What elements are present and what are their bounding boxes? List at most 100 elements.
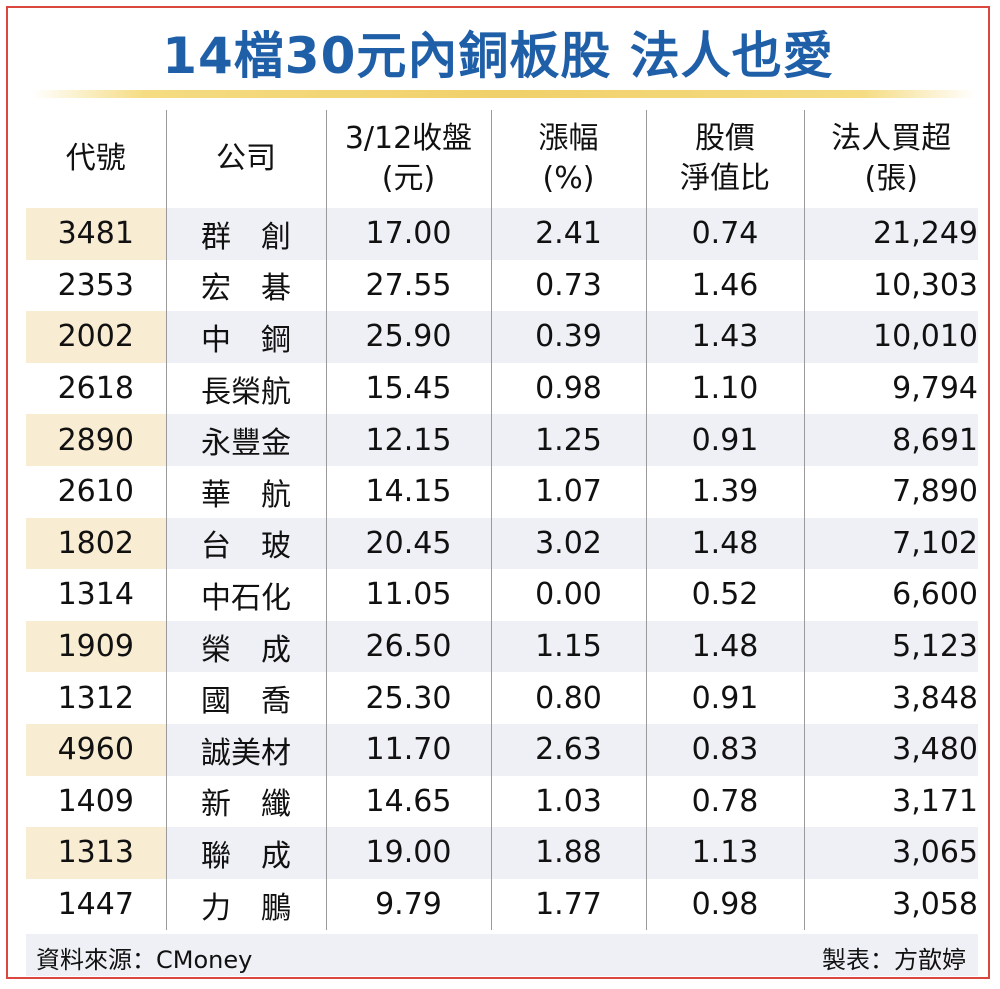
header-code: 代號	[65, 141, 126, 176]
cell-company: 中 鋼	[165, 311, 326, 363]
header-pb-ratio: 股價 淨值比	[645, 110, 804, 208]
cell-institutional-buy: 6,600	[803, 569, 978, 621]
table-row: 2618 長榮航 15.45 0.98 1.10 9,794	[26, 362, 978, 415]
cell-pb-ratio: 0.74	[645, 208, 804, 260]
table-header: 代號 公司 3/12收盤 (元) 漲幅 (%) 股價 淨值比 法人買超 (張)	[26, 110, 978, 208]
table-row: 1409 新 纖 14.65 1.03 0.78 3,171	[26, 775, 978, 828]
cell-close: 14.15	[325, 465, 491, 518]
cell-pb-ratio: 1.48	[645, 517, 804, 570]
cell-change: 0.73	[490, 259, 646, 312]
cell-pb-ratio: 0.52	[645, 569, 804, 621]
table-row: 2890 永豐金 12.15 1.25 0.91 8,691	[26, 414, 978, 466]
cell-change: 1.25	[490, 414, 646, 466]
header-institutional-buy: 法人買超 (張)	[803, 110, 978, 208]
table-row: 1447 力 鵬 9.79 1.77 0.98 3,058	[26, 878, 978, 931]
cell-code: 1802	[26, 517, 166, 570]
cell-code: 1313	[26, 827, 166, 879]
cell-institutional-buy: 3,480	[803, 723, 978, 776]
cell-change: 1.15	[490, 620, 646, 673]
cell-pb-ratio: 1.10	[645, 362, 804, 415]
cell-institutional-buy: 7,102	[803, 517, 978, 570]
cell-change: 2.63	[490, 723, 646, 776]
cell-code: 1409	[57, 783, 134, 819]
footer-bar: 資料來源：CMoney 製表：方歆婷	[26, 934, 978, 976]
cell-close: 17.00	[325, 208, 491, 260]
cell-close: 25.90	[325, 311, 491, 363]
cell-change: 2.41	[490, 208, 646, 260]
table-row: 1909 榮 成 26.50 1.15 1.48 5,123	[26, 620, 978, 673]
cell-company: 國 喬	[165, 672, 326, 724]
table-row: 1313 聯 成 19.00 1.88 1.13 3,065	[26, 827, 978, 879]
cell-close: 26.50	[325, 620, 491, 673]
cell-close: 25.30	[325, 672, 491, 724]
cell-institutional-buy: 21,249	[803, 208, 978, 260]
header-row: 代號 公司 3/12收盤 (元) 漲幅 (%) 股價 淨值比 法人買超 (張)	[26, 110, 978, 208]
stock-table: 代號 公司 3/12收盤 (元) 漲幅 (%) 股價 淨值比 法人買超 (張) 3481…	[26, 110, 978, 931]
cell-code: 2890	[26, 414, 166, 466]
cell-company: 力 鵬	[165, 878, 326, 931]
cell-code: 1447	[57, 887, 134, 923]
cell-change: 1.03	[490, 775, 646, 828]
source-note: 資料來源：CMoney	[36, 946, 253, 974]
cell-institutional-buy: 5,123	[803, 620, 978, 673]
table-row: 1314 中石化 11.05 0.00 0.52 6,600	[26, 569, 978, 621]
cell-close: 9.79	[325, 878, 491, 931]
cell-company: 新 纖	[165, 775, 326, 828]
cell-institutional-buy: 3,058	[803, 878, 978, 931]
cell-pb-ratio: 1.39	[645, 465, 804, 518]
cell-pb-ratio: 0.83	[645, 723, 804, 776]
cell-company: 永豐金	[165, 414, 326, 466]
cell-institutional-buy: 9,794	[803, 362, 978, 415]
cell-company: 誠美材	[165, 723, 326, 776]
table-row: 1802 台 玻 20.45 3.02 1.48 7,102	[26, 517, 978, 570]
cell-change: 1.07	[490, 465, 646, 518]
cell-change: 0.98	[490, 362, 646, 415]
cell-institutional-buy: 3,065	[803, 827, 978, 879]
cell-company: 長榮航	[165, 362, 326, 415]
cell-close: 12.15	[325, 414, 491, 466]
cell-company: 榮 成	[165, 620, 326, 673]
cell-institutional-buy: 3,171	[803, 775, 978, 828]
cell-pb-ratio: 0.98	[645, 878, 804, 931]
cell-company: 宏 碁	[165, 259, 326, 312]
cell-pb-ratio: 1.46	[645, 259, 804, 312]
cell-change: 3.02	[490, 517, 646, 570]
cell-change: 1.77	[490, 878, 646, 931]
cell-institutional-buy: 8,691	[803, 414, 978, 466]
cell-change: 1.88	[490, 827, 646, 879]
cell-company: 聯 成	[165, 827, 326, 879]
header-close: 3/12收盤 (元)	[325, 110, 491, 208]
cell-code: 2610	[57, 474, 134, 510]
cell-code: 1312	[57, 680, 134, 716]
cell-code: 2618	[57, 371, 134, 407]
header-change: 漲幅 (%)	[490, 110, 646, 208]
cell-pb-ratio: 0.78	[645, 775, 804, 828]
infographic-frame: 14檔30元內銅板股 法人也愛 代號 公司 3/12收盤 (元) 漲幅 (%) 股價…	[6, 6, 990, 979]
cell-pb-ratio: 1.13	[645, 827, 804, 879]
cell-pb-ratio: 0.91	[645, 672, 804, 724]
page-title: 14檔30元內銅板股 法人也愛	[162, 27, 834, 85]
cell-code: 1909	[26, 620, 166, 673]
cell-change: 0.39	[490, 311, 646, 363]
maker-note: 製表：方歆婷	[822, 946, 966, 974]
cell-close: 19.00	[325, 827, 491, 879]
cell-close: 14.65	[325, 775, 491, 828]
cell-company: 中石化	[165, 569, 326, 621]
cell-close: 15.45	[325, 362, 491, 415]
cell-close: 11.70	[325, 723, 491, 776]
header-company: 公司	[165, 110, 326, 208]
cell-institutional-buy: 3,848	[803, 672, 978, 724]
cell-code: 2002	[26, 311, 166, 363]
cell-close: 20.45	[325, 517, 491, 570]
table-row: 2610 華 航 14.15 1.07 1.39 7,890	[26, 465, 978, 518]
cell-code: 2353	[57, 267, 134, 303]
table-row: 2002 中 鋼 25.90 0.39 1.43 10,010	[26, 311, 978, 363]
cell-close: 27.55	[325, 259, 491, 312]
table-row: 3481 群 創 17.00 2.41 0.74 21,249	[26, 208, 978, 260]
cell-change: 0.80	[490, 672, 646, 724]
cell-code: 3481	[26, 208, 166, 260]
cell-company: 群 創	[165, 208, 326, 260]
cell-pb-ratio: 0.91	[645, 414, 804, 466]
cell-code: 1314	[57, 577, 134, 613]
cell-company: 華 航	[165, 465, 326, 518]
